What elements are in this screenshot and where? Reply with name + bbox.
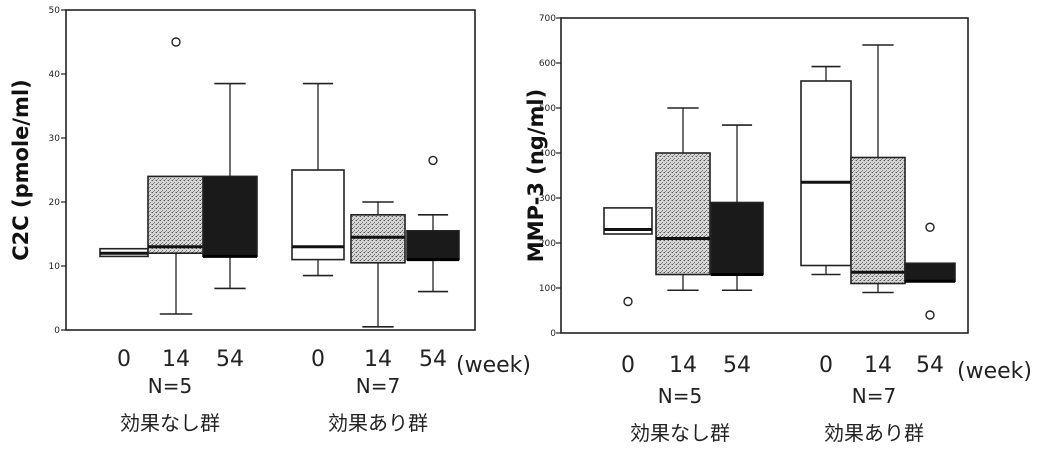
y-tick-label: 30 <box>49 134 61 144</box>
box-5 <box>850 44 906 294</box>
group-name-label: 効果なし群 <box>630 421 730 445</box>
y-tick-label: 100 <box>539 284 556 294</box>
box-iqr <box>406 230 460 261</box>
y-tick-label: 0 <box>54 326 60 336</box>
y-tick-label: 40 <box>49 70 61 80</box>
box-3 <box>202 82 258 290</box>
group-n-label: N=7 <box>852 384 896 408</box>
outlier-point <box>925 222 935 232</box>
x-category-label: 54 <box>916 353 944 378</box>
y-tick-label: 600 <box>539 59 556 69</box>
box-iqr <box>655 152 711 276</box>
group-name-label: 効果あり群 <box>824 421 924 445</box>
chart-2: 0 100 200 300 400 500 600 700 MMP-3 (ng/ml) 0 14 54… <box>524 14 1032 445</box>
box-1 <box>603 207 653 307</box>
box-iqr <box>800 80 852 267</box>
group-n-label: N=5 <box>148 374 192 398</box>
y-tick-label: 10 <box>49 262 61 272</box>
box-3 <box>710 124 764 292</box>
plot-frame <box>560 17 969 334</box>
box-iqr <box>904 262 956 283</box>
group-n-label: N=7 <box>356 374 400 398</box>
group-name-label: 効果なし群 <box>120 411 220 435</box>
box-4 <box>291 82 345 277</box>
y-axis-label: C2C (pmole/ml) <box>9 79 33 260</box>
x-category-label: 0 <box>621 353 635 378</box>
y-tick-label: 0 <box>550 329 556 339</box>
chart-1: 0 10 20 30 40 50 C2C (pmole/ml) 0 14 54 N=5 効果なし群 0 1… <box>9 6 531 435</box>
y-tick-label: 20 <box>49 198 61 208</box>
y-axis-label: MMP-3 (ng/ml) <box>524 89 548 262</box>
y-tick-label: 700 <box>539 14 556 24</box>
y-tick-label: 300 <box>539 194 556 204</box>
box-2 <box>147 37 205 315</box>
y-tick-label: 200 <box>539 239 556 249</box>
outlier-point <box>171 37 181 47</box>
x-category-label: 0 <box>117 347 131 372</box>
x-category-label: 54 <box>723 353 751 378</box>
box-4 <box>800 65 852 276</box>
box-2 <box>655 107 711 292</box>
box-iqr <box>147 175 205 254</box>
x-category-label: 14 <box>864 353 892 378</box>
x-category-label: 14 <box>162 347 190 372</box>
x-category-label: 14 <box>669 353 697 378</box>
box-iqr <box>202 175 258 258</box>
y-tick-label: 50 <box>49 6 61 16</box>
x-category-label: 0 <box>311 347 325 372</box>
outlier-point <box>623 296 633 307</box>
box-iqr <box>291 169 345 261</box>
x-category-label: 54 <box>216 347 244 372</box>
box-6 <box>904 222 956 320</box>
x-category-label: 14 <box>364 347 392 372</box>
group-n-label: N=5 <box>658 384 702 408</box>
y-tick-label: 400 <box>539 149 556 159</box>
plot-frame <box>65 9 476 331</box>
y-tick-label: 500 <box>539 104 556 114</box>
box-6 <box>406 155 460 293</box>
box-1 <box>99 247 149 258</box>
outlier-point <box>428 155 438 166</box>
x-unit-label: (week) <box>957 359 1032 384</box>
box-5 <box>350 201 406 328</box>
box-iqr <box>350 214 406 264</box>
x-category-label: 0 <box>819 353 833 378</box>
box-iqr <box>850 156 906 285</box>
outlier-point <box>925 310 935 320</box>
box-iqr <box>710 201 764 276</box>
x-category-label: 54 <box>419 347 447 372</box>
group-name-label: 効果あり群 <box>328 411 428 435</box>
x-unit-label: (week) <box>456 353 531 378</box>
